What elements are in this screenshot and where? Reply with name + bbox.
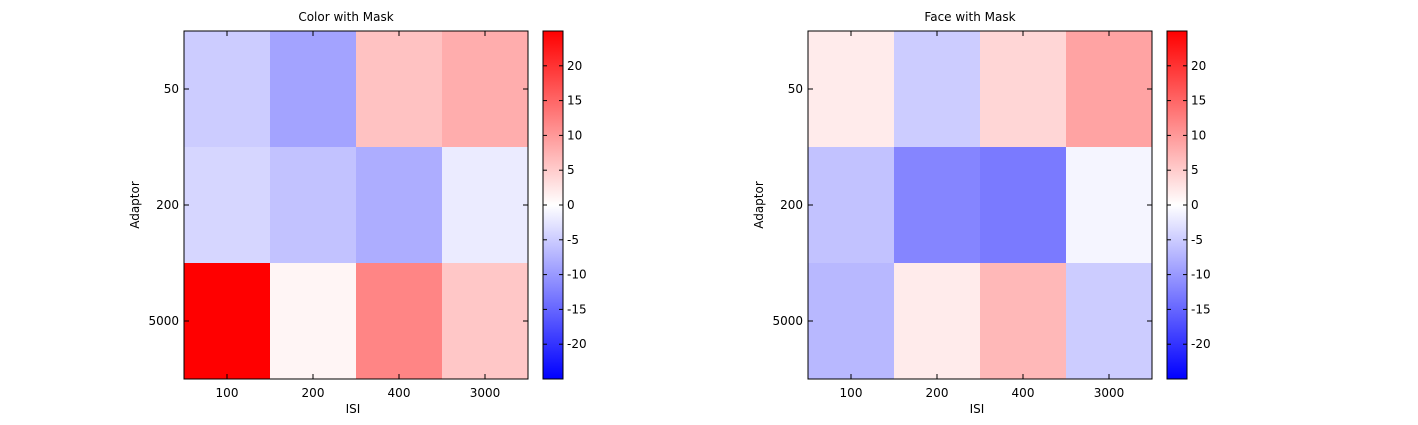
x-tick-label: 200 [302,386,325,400]
colorbar-tick-label: -10 [567,268,587,282]
heatmap-cells [808,31,1153,380]
heatmap-cell [356,147,443,264]
colorbar-tick-label: -15 [1191,302,1211,316]
heatmap-cell [894,263,981,380]
heatmap-cell [270,263,357,380]
heatmap-cell [356,263,443,380]
heatmap-cell [808,31,895,148]
y-ticks: 50 200 5000 [772,82,1152,328]
y-ticks: 50 200 5000 [148,82,528,328]
heatmap-cell [356,31,443,148]
colorbar-tick-label: -10 [1191,268,1211,282]
heatmap-cell [442,263,529,380]
x-tick-label: 400 [1012,386,1035,400]
colorbar-tick-label: 10 [567,128,582,142]
x-axis-label: ISI [346,402,361,416]
heatmap-cell [980,31,1067,148]
colorbar-tick-label: 5 [567,163,575,177]
x-tick-label: 400 [388,386,411,400]
heatmap-cell [442,147,529,264]
heatmap-cell [808,147,895,264]
heatmap-cell [442,31,529,148]
colorbar-tick-label: -5 [567,233,579,247]
heatmap-cell [980,147,1067,264]
colorbar-tick-label: 5 [1191,163,1199,177]
heatmap-cell [980,263,1067,380]
colorbar-tick-label: 0 [567,198,575,212]
y-tick-label: 50 [788,82,803,96]
colorbar-tick-label: 0 [1191,198,1199,212]
colorbar: 20 15 10 5 0 -5 -10 -15 -20 [542,30,587,380]
heatmap-cells [184,31,529,380]
heatmap-cell [1066,263,1153,380]
colorbar: 20 15 10 5 0 -5 -10 -15 -20 [1166,30,1211,380]
heatmap-cell [1066,31,1153,148]
heatmap-cell [184,147,271,264]
x-tick-label: 3000 [470,386,501,400]
colorbar-tick-label: -20 [1191,337,1211,351]
x-tick-label: 100 [840,386,863,400]
x-tick-label: 100 [216,386,239,400]
y-tick-label: 200 [780,198,803,212]
colorbar-tick-label: 20 [1191,59,1206,73]
heatmap-cell [808,263,895,380]
heatmap-cell [894,31,981,148]
chart-title: Face with Mask [924,10,1015,24]
heatmap-panel-color-with-mask: Color with Mask 100 200 400 3000 502005000 … [128,10,587,416]
heatmap-cell [1066,147,1153,264]
x-tick-label: 3000 [1094,386,1125,400]
colorbar-tick-label: -15 [567,302,587,316]
heatmap-cell [184,31,271,148]
y-axis-label: Adaptor [752,181,766,229]
x-tick-label: 200 [926,386,949,400]
y-tick-label: 200 [156,198,179,212]
heatmap-cell [270,31,357,148]
colorbar-tick-label: 20 [567,59,582,73]
x-axis-label: ISI [970,402,985,416]
chart-title: Color with Mask [298,10,393,24]
colorbar-tick-label: 15 [567,94,582,108]
colorbar-tick-label: 15 [1191,94,1206,108]
y-axis-label: Adaptor [128,181,142,229]
heatmap-cell [184,263,271,380]
y-tick-label: 5000 [772,314,803,328]
colorbar-tick-label: -5 [1191,233,1203,247]
heatmap-cell [894,147,981,264]
x-ticks: 100 200 400 3000 [840,31,1125,400]
colorbar-tick-label: -20 [567,337,587,351]
y-tick-label: 50 [164,82,179,96]
heatmap-cell [270,147,357,264]
colorbar-tick-label: 10 [1191,128,1206,142]
y-tick-label: 5000 [148,314,179,328]
x-ticks: 100 200 400 3000 [216,31,501,400]
